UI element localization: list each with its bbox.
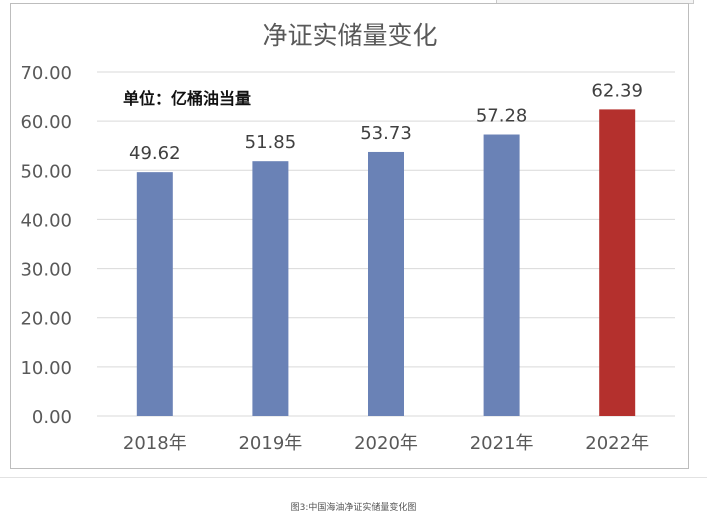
y-tick-label: 0.00 bbox=[32, 407, 72, 428]
x-tick-label: 2018年 bbox=[123, 433, 187, 454]
y-axis-ticks: 0.00 10.00 20.00 30.00 40.00 50.00 60.00 70.00 bbox=[20, 63, 72, 428]
y-tick-label: 20.00 bbox=[20, 309, 72, 330]
chart-frame bbox=[10, 3, 689, 469]
data-label: 53.73 bbox=[360, 123, 412, 144]
data-label: 62.39 bbox=[591, 80, 643, 101]
y-tick-label: 40.00 bbox=[20, 210, 72, 231]
bar bbox=[599, 109, 636, 417]
y-tick-label: 60.00 bbox=[20, 112, 72, 133]
x-tick-label: 2019年 bbox=[238, 433, 302, 454]
y-tick-label: 70.00 bbox=[20, 63, 72, 84]
y-tick-label: 10.00 bbox=[20, 358, 72, 379]
data-label: 51.85 bbox=[245, 132, 297, 153]
unit-note: 单位：亿桶油当量 bbox=[123, 89, 251, 108]
bar bbox=[483, 134, 520, 417]
figure-caption: 图3:中国海油净证实储量变化图 bbox=[290, 503, 417, 513]
chart-title: 净证实储量变化 bbox=[262, 21, 437, 50]
separator-line bbox=[0, 477, 707, 478]
data-label: 57.28 bbox=[476, 106, 528, 127]
bars bbox=[136, 109, 636, 417]
x-tick-label: 2022年 bbox=[585, 433, 649, 454]
x-axis-ticks: 2018年 2019年 2020年 2021年 2022年 bbox=[123, 433, 649, 454]
bar bbox=[368, 151, 404, 416]
x-tick-label: 2021年 bbox=[470, 433, 534, 454]
bar bbox=[252, 161, 289, 416]
y-tick-label: 50.00 bbox=[20, 161, 72, 182]
data-label: 49.62 bbox=[129, 143, 181, 164]
value-labels: 49.62 51.85 53.73 57.28 62.39 bbox=[129, 80, 643, 164]
x-tick-label: 2020年 bbox=[354, 433, 418, 454]
y-tick-label: 30.00 bbox=[20, 260, 72, 281]
bar bbox=[136, 172, 173, 416]
